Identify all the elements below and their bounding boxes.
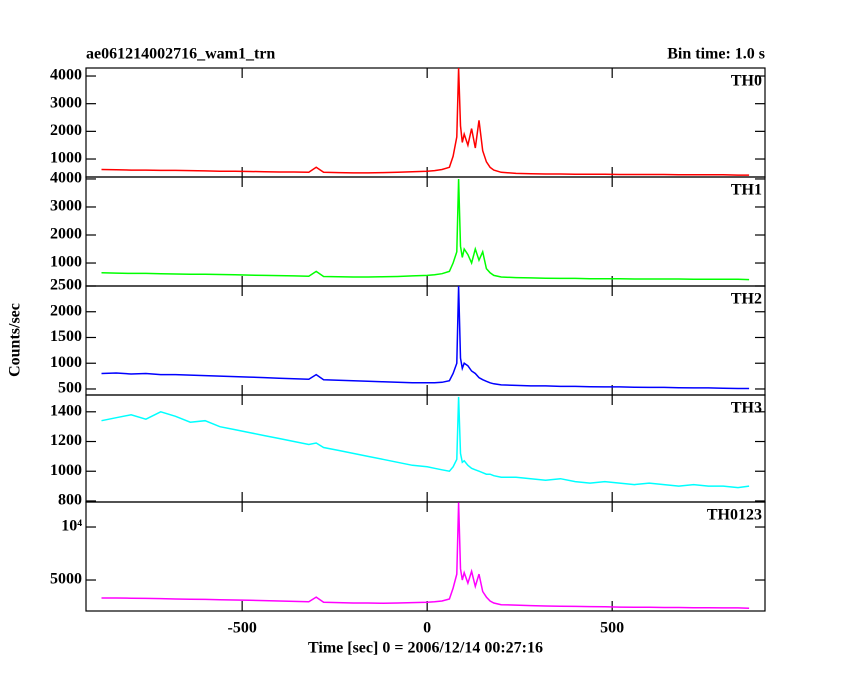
light-curve xyxy=(101,67,750,176)
y-tick-label: 500 xyxy=(58,380,82,397)
y-tick-label: 1500 xyxy=(50,328,82,345)
y-tick-label: 1000 xyxy=(50,354,82,371)
panel-frame xyxy=(85,501,766,612)
light-curve xyxy=(101,178,750,281)
y-tick-label: 2000 xyxy=(50,302,82,319)
x-tick-label: 0 xyxy=(423,620,431,637)
y-tick-label: 10⁴ xyxy=(61,518,82,535)
light-curve xyxy=(101,285,750,390)
y-tick-label: 1000 xyxy=(50,254,82,271)
y-tick-label: 1000 xyxy=(50,150,82,167)
y-tick-label: 2500 xyxy=(50,277,82,294)
y-tick-label: 1400 xyxy=(50,402,82,419)
y-tick-label: 5000 xyxy=(50,571,82,588)
x-axis-label: Time [sec] 0 = 2006/12/14 00:27:16 xyxy=(308,640,543,657)
panel-label: TH0 xyxy=(731,73,762,90)
light-curve xyxy=(101,502,750,609)
panel-label: TH2 xyxy=(731,291,762,308)
y-tick-label: 1200 xyxy=(50,432,82,449)
bin-time: Bin time: 1.0 s xyxy=(667,46,765,63)
y-tick-label: 1000 xyxy=(50,462,82,479)
panel-label: TH1 xyxy=(731,182,762,199)
y-tick-label: 3000 xyxy=(50,94,82,111)
y-tick-label: 4000 xyxy=(50,67,82,84)
y-tick-label: 2000 xyxy=(50,122,82,139)
y-tick-label: 800 xyxy=(58,492,82,509)
chart-title: ae061214002716_wam1_trn xyxy=(86,46,275,63)
y-tick-label: 2000 xyxy=(50,226,82,243)
y-tick-label: 4000 xyxy=(50,170,82,187)
panel-label: TH0123 xyxy=(707,507,762,524)
panel-label: TH3 xyxy=(731,400,762,417)
x-tick-label: 500 xyxy=(600,620,624,637)
y-tick-label: 3000 xyxy=(50,198,82,215)
light-curve xyxy=(101,396,750,489)
y-axis-label: Counts/sec xyxy=(7,303,24,377)
x-tick-label: -500 xyxy=(227,620,256,637)
